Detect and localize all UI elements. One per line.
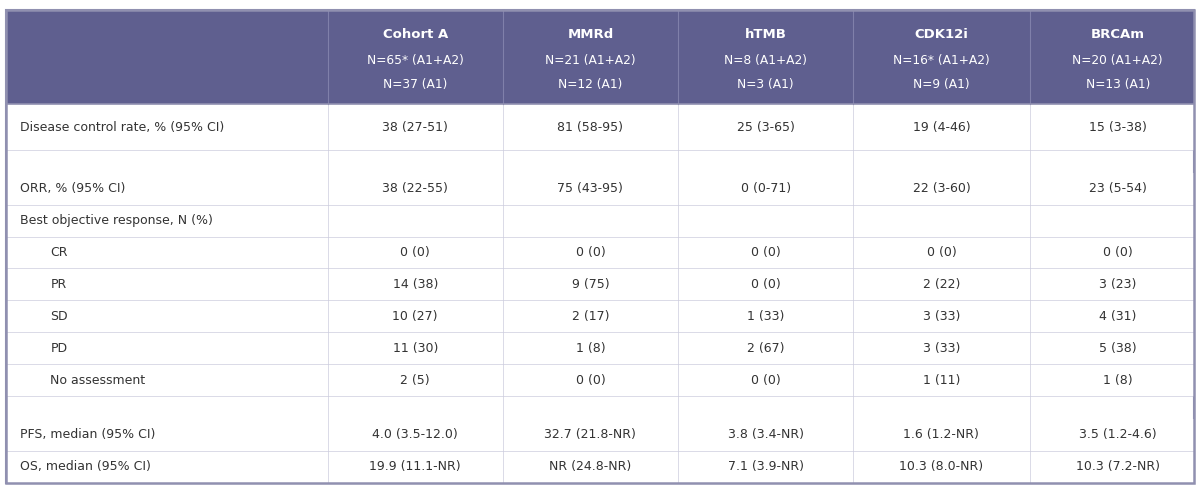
Text: N=12 (A1): N=12 (A1) — [558, 77, 623, 91]
Text: 2 (67): 2 (67) — [746, 342, 785, 355]
Text: ORR, % (95% CI): ORR, % (95% CI) — [20, 182, 126, 195]
Text: 1 (11): 1 (11) — [923, 373, 960, 387]
FancyBboxPatch shape — [6, 104, 1194, 150]
Text: PFS, median (95% CI): PFS, median (95% CI) — [20, 428, 156, 441]
Text: 0 (0): 0 (0) — [926, 246, 956, 259]
Text: 4 (31): 4 (31) — [1099, 310, 1136, 323]
Text: N=21 (A1+A2): N=21 (A1+A2) — [545, 54, 636, 67]
Text: N=13 (A1): N=13 (A1) — [1086, 77, 1150, 91]
FancyBboxPatch shape — [6, 10, 1194, 104]
Text: 10.3 (8.0-NR): 10.3 (8.0-NR) — [899, 460, 984, 473]
Text: 32.7 (21.8-NR): 32.7 (21.8-NR) — [545, 428, 636, 441]
Text: 0 (0): 0 (0) — [751, 373, 780, 387]
FancyBboxPatch shape — [6, 205, 1194, 237]
Text: Cohort A: Cohort A — [383, 28, 448, 42]
Text: 10.3 (7.2-NR): 10.3 (7.2-NR) — [1076, 460, 1160, 473]
Text: N=20 (A1+A2): N=20 (A1+A2) — [1073, 54, 1163, 67]
FancyBboxPatch shape — [6, 237, 1194, 269]
Text: 3 (23): 3 (23) — [1099, 278, 1136, 291]
Text: 0 (0): 0 (0) — [751, 278, 780, 291]
Text: N=37 (A1): N=37 (A1) — [383, 77, 448, 91]
Text: 0 (0): 0 (0) — [576, 246, 605, 259]
Text: 0 (0-71): 0 (0-71) — [740, 182, 791, 195]
Text: N=16* (A1+A2): N=16* (A1+A2) — [893, 54, 990, 67]
Text: 3.8 (3.4-NR): 3.8 (3.4-NR) — [727, 428, 804, 441]
Text: hTMB: hTMB — [745, 28, 786, 42]
Text: 75 (43-95): 75 (43-95) — [558, 182, 623, 195]
FancyBboxPatch shape — [6, 173, 1194, 205]
FancyBboxPatch shape — [6, 451, 1194, 483]
Text: PR: PR — [50, 278, 67, 291]
Text: 23 (5-54): 23 (5-54) — [1088, 182, 1147, 195]
Text: 0 (0): 0 (0) — [751, 246, 780, 259]
Text: 5 (38): 5 (38) — [1099, 342, 1136, 355]
Text: 25 (3-65): 25 (3-65) — [737, 121, 794, 134]
Text: No assessment: No assessment — [50, 373, 145, 387]
Text: SD: SD — [50, 310, 68, 323]
Text: 4.0 (3.5-12.0): 4.0 (3.5-12.0) — [372, 428, 458, 441]
Text: 22 (3-60): 22 (3-60) — [912, 182, 971, 195]
Text: Best objective response, N (%): Best objective response, N (%) — [20, 214, 214, 227]
Text: 1.6 (1.2-NR): 1.6 (1.2-NR) — [904, 428, 979, 441]
Text: 0 (0): 0 (0) — [401, 246, 430, 259]
Text: 0 (0): 0 (0) — [1103, 246, 1133, 259]
Text: 3.5 (1.2-4.6): 3.5 (1.2-4.6) — [1079, 428, 1157, 441]
Text: 10 (27): 10 (27) — [392, 310, 438, 323]
Text: 11 (30): 11 (30) — [392, 342, 438, 355]
Text: MMRd: MMRd — [568, 28, 613, 42]
Text: 7.1 (3.9-NR): 7.1 (3.9-NR) — [727, 460, 804, 473]
FancyBboxPatch shape — [6, 332, 1194, 364]
Text: NR (24.8-NR): NR (24.8-NR) — [550, 460, 631, 473]
Text: N=3 (A1): N=3 (A1) — [737, 77, 794, 91]
Text: CDK12i: CDK12i — [914, 28, 968, 42]
FancyBboxPatch shape — [6, 10, 1194, 483]
Text: 1 (8): 1 (8) — [576, 342, 605, 355]
Text: 3 (33): 3 (33) — [923, 310, 960, 323]
Text: 19 (4-46): 19 (4-46) — [912, 121, 971, 134]
Text: 0 (0): 0 (0) — [576, 373, 605, 387]
Text: 9 (75): 9 (75) — [571, 278, 610, 291]
Text: 38 (27-51): 38 (27-51) — [383, 121, 448, 134]
Text: PD: PD — [50, 342, 67, 355]
Text: N=9 (A1): N=9 (A1) — [913, 77, 970, 91]
FancyBboxPatch shape — [6, 300, 1194, 332]
Text: 2 (5): 2 (5) — [401, 373, 430, 387]
Text: 1 (8): 1 (8) — [1103, 373, 1133, 387]
FancyBboxPatch shape — [6, 269, 1194, 300]
Text: N=8 (A1+A2): N=8 (A1+A2) — [724, 54, 808, 67]
Text: OS, median (95% CI): OS, median (95% CI) — [20, 460, 151, 473]
Text: 14 (38): 14 (38) — [392, 278, 438, 291]
Text: BRCAm: BRCAm — [1091, 28, 1145, 42]
FancyBboxPatch shape — [6, 364, 1194, 396]
Text: 2 (22): 2 (22) — [923, 278, 960, 291]
Text: CR: CR — [50, 246, 68, 259]
Text: 3 (33): 3 (33) — [923, 342, 960, 355]
Text: 1 (33): 1 (33) — [746, 310, 785, 323]
Text: 38 (22-55): 38 (22-55) — [383, 182, 448, 195]
FancyBboxPatch shape — [6, 419, 1194, 451]
Text: 15 (3-38): 15 (3-38) — [1088, 121, 1147, 134]
Text: 81 (58-95): 81 (58-95) — [558, 121, 624, 134]
Text: N=65* (A1+A2): N=65* (A1+A2) — [367, 54, 463, 67]
Text: 2 (17): 2 (17) — [571, 310, 610, 323]
Text: Disease control rate, % (95% CI): Disease control rate, % (95% CI) — [20, 121, 224, 134]
Text: 19.9 (11.1-NR): 19.9 (11.1-NR) — [370, 460, 461, 473]
